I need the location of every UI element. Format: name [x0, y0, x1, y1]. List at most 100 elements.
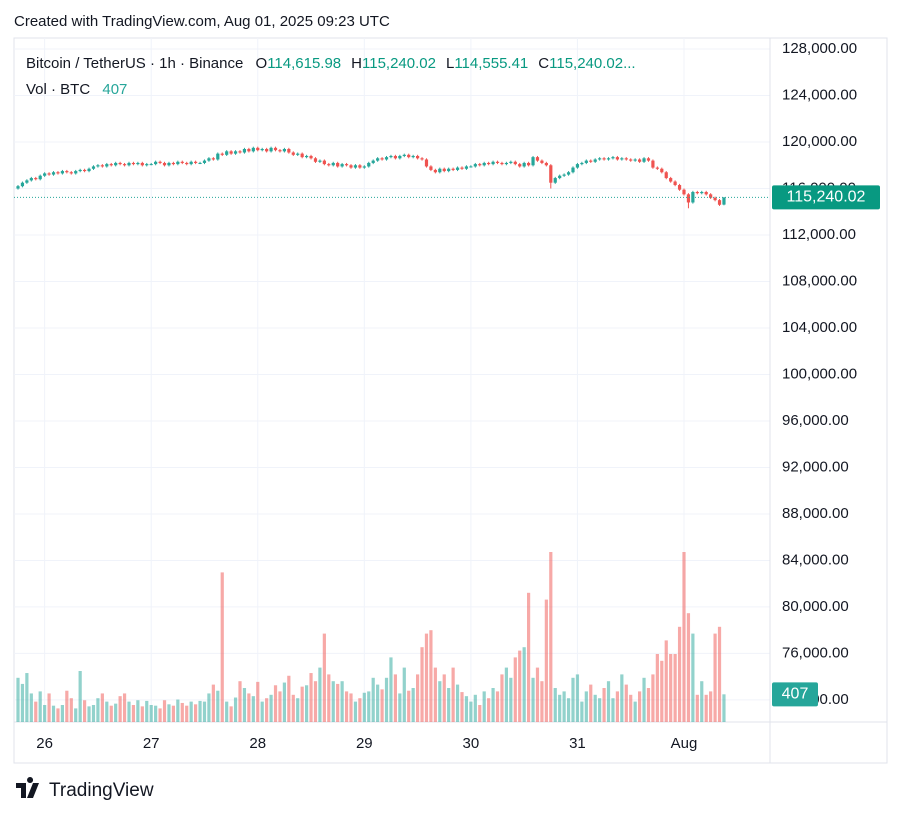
- legend-value: 114,615.98: [267, 55, 341, 72]
- volume-bar: [704, 694, 708, 722]
- volume-bar: [185, 705, 189, 722]
- candle-body: [629, 159, 633, 161]
- volume-bar: [384, 677, 389, 722]
- candle-body: [558, 175, 562, 179]
- chart-frame: [13, 37, 888, 764]
- candle-body: [25, 180, 29, 183]
- volume-bar: [424, 633, 429, 722]
- candle-body: [402, 154, 406, 156]
- candle-body: [717, 200, 722, 205]
- candle-body: [216, 153, 220, 160]
- candle-body: [389, 155, 393, 158]
- logo-mark: [16, 777, 39, 798]
- candle-body: [518, 164, 522, 167]
- volume-bar: [442, 674, 446, 722]
- y-tick-label: 120,000.00: [782, 133, 857, 150]
- volume-bar: [118, 696, 122, 722]
- candle-body: [278, 150, 282, 152]
- candle-body: [682, 189, 686, 195]
- volume-bar: [229, 706, 233, 722]
- candle-body: [225, 151, 229, 155]
- volume-bar: [416, 674, 420, 722]
- candle-body: [251, 147, 255, 152]
- volume-bar: [549, 552, 553, 722]
- candle-body: [376, 158, 380, 161]
- volume-bar: [322, 633, 326, 722]
- volume-bar: [575, 674, 580, 722]
- volume-bar: [91, 705, 96, 722]
- candle-body: [91, 166, 96, 169]
- volume-bar: [478, 705, 482, 722]
- candle-body: [522, 162, 526, 167]
- volume-bar: [194, 704, 198, 722]
- y-tick-label: 88,000.00: [782, 505, 849, 522]
- volume-bar: [660, 660, 664, 722]
- candle-body: [602, 158, 606, 160]
- volume-bar: [544, 599, 548, 722]
- volume-bar: [558, 694, 562, 722]
- candle-body: [580, 162, 584, 165]
- volume-bar: [460, 692, 464, 722]
- candle-body: [615, 157, 619, 160]
- y-tick-label: 80,000.00: [782, 598, 849, 615]
- candle-body: [660, 168, 664, 173]
- candle-body: [260, 148, 264, 151]
- volume-bar: [340, 681, 344, 722]
- candle-body: [451, 168, 455, 170]
- volume-bar: [38, 691, 42, 722]
- candle-body: [589, 160, 593, 162]
- volume-bar: [145, 700, 149, 722]
- volume-legend: Vol · BTC 407: [26, 81, 127, 98]
- volume-bar: [491, 688, 495, 722]
- candle-body: [455, 167, 460, 170]
- candle-body: [646, 158, 651, 161]
- volume-bar: [336, 683, 340, 722]
- candle-body: [265, 148, 269, 152]
- volume-bar: [131, 705, 136, 722]
- legend-key: H: [351, 55, 362, 72]
- volume-bar: [376, 684, 380, 722]
- volume-bar: [455, 684, 460, 722]
- volume-bar: [51, 705, 56, 722]
- volume-bar: [580, 701, 584, 722]
- candle-body: [291, 152, 295, 155]
- candle-body: [118, 162, 122, 165]
- last-price-label: 115,240.02: [787, 189, 866, 206]
- volume-bar: [633, 701, 637, 722]
- volume-last-label: 407: [782, 686, 809, 703]
- candle-body: [495, 161, 500, 163]
- candle-body: [269, 147, 273, 152]
- candle-body: [367, 162, 371, 167]
- volume-bar: [487, 698, 491, 722]
- candle-body: [74, 171, 78, 174]
- candle-body: [411, 155, 415, 158]
- volume-bar: [473, 694, 477, 722]
- legend-key: L: [446, 55, 454, 72]
- candle-body: [424, 159, 429, 167]
- candle-body: [327, 164, 331, 166]
- x-tick-label: 28: [249, 735, 266, 752]
- candle-body: [669, 178, 673, 182]
- volume-bar: [380, 689, 384, 722]
- candle-body: [211, 158, 215, 160]
- volume-bar: [589, 684, 593, 722]
- x-tick-label: 30: [463, 735, 480, 752]
- legend-key: C: [538, 55, 549, 72]
- candle-body: [229, 151, 233, 154]
- volume-bar: [717, 626, 722, 722]
- volume-bar: [638, 691, 642, 722]
- volume-bar: [247, 693, 251, 722]
- legend-value: 114,555.41: [454, 55, 528, 72]
- volume-bar: [225, 701, 229, 722]
- volume-bar: [584, 691, 588, 722]
- candle-body: [238, 151, 242, 153]
- volume-bar: [629, 694, 633, 722]
- candle-body: [29, 178, 33, 181]
- candle-body: [340, 164, 344, 167]
- volume-bar: [624, 684, 628, 722]
- volume-bar: [713, 633, 717, 722]
- volume-bar: [122, 693, 127, 722]
- y-tick-label: 96,000.00: [782, 412, 849, 429]
- volume-bar: [527, 592, 531, 722]
- candle-body: [149, 164, 153, 166]
